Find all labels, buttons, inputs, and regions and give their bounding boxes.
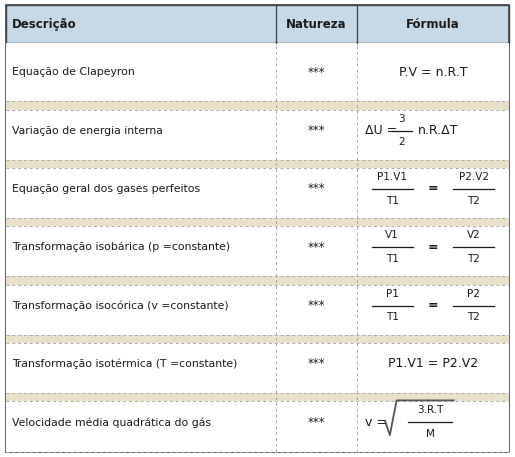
Bar [6, 218, 509, 226]
Text: T1: T1 [386, 254, 399, 264]
Text: =: = [427, 299, 438, 312]
Text: P1: P1 [386, 289, 399, 299]
Text: Natureza: Natureza [286, 18, 347, 31]
Text: T1: T1 [386, 196, 399, 206]
Text: ΔU =: ΔU = [365, 124, 401, 137]
Text: V2: V2 [467, 230, 480, 240]
Text: Descrição: Descrição [12, 18, 77, 31]
Text: ***: *** [307, 241, 325, 254]
Text: 3.R.T: 3.R.T [417, 405, 443, 415]
Bar [6, 159, 509, 218]
Bar [6, 393, 509, 401]
Text: =: = [427, 241, 438, 254]
Bar [6, 335, 509, 393]
Text: n.R.ΔT: n.R.ΔT [418, 124, 458, 137]
Text: ***: *** [307, 124, 325, 137]
Bar [6, 101, 509, 159]
Bar [6, 393, 509, 452]
Text: V1: V1 [385, 230, 399, 240]
Text: 2: 2 [399, 138, 405, 148]
Text: =: = [427, 182, 438, 196]
Text: ***: *** [307, 416, 325, 429]
Bar [6, 159, 509, 168]
Bar [6, 276, 509, 335]
Text: Velocidade média quadrática do gás: Velocidade média quadrática do gás [12, 417, 211, 428]
Text: Equação geral dos gases perfeitos: Equação geral dos gases perfeitos [12, 184, 200, 194]
Text: P1.V1 = P2.V2: P1.V1 = P2.V2 [388, 357, 478, 371]
Text: Transformação isotérmica (T =constante): Transformação isotérmica (T =constante) [12, 359, 238, 369]
Text: ***: *** [307, 182, 325, 196]
Text: T2: T2 [467, 313, 480, 323]
Text: ***: *** [307, 357, 325, 371]
Text: P2.V2: P2.V2 [458, 172, 489, 182]
Text: P1.V1: P1.V1 [377, 172, 407, 182]
Bar [6, 5, 509, 43]
Bar [6, 276, 509, 285]
Text: ***: *** [307, 299, 325, 312]
Bar [6, 335, 509, 343]
Text: Variação de energia interna: Variação de energia interna [12, 126, 163, 136]
Text: Fórmula: Fórmula [406, 18, 460, 31]
Text: Equação de Clapeyron: Equação de Clapeyron [12, 67, 135, 77]
Text: P.V = n.R.T: P.V = n.R.T [399, 66, 467, 79]
Text: 3: 3 [399, 114, 405, 124]
Text: v =: v = [365, 416, 390, 429]
Bar [6, 43, 509, 101]
Bar [6, 101, 509, 110]
Text: M: M [425, 429, 435, 439]
Text: ***: *** [307, 66, 325, 79]
Text: T2: T2 [467, 196, 480, 206]
Text: Transformação isocórica (v =constante): Transformação isocórica (v =constante) [12, 300, 229, 311]
Text: T2: T2 [467, 254, 480, 264]
Text: T1: T1 [386, 313, 399, 323]
Bar [6, 218, 509, 276]
Text: Transformação isobárica (p =constante): Transformação isobárica (p =constante) [12, 242, 231, 252]
Text: P2: P2 [467, 289, 480, 299]
